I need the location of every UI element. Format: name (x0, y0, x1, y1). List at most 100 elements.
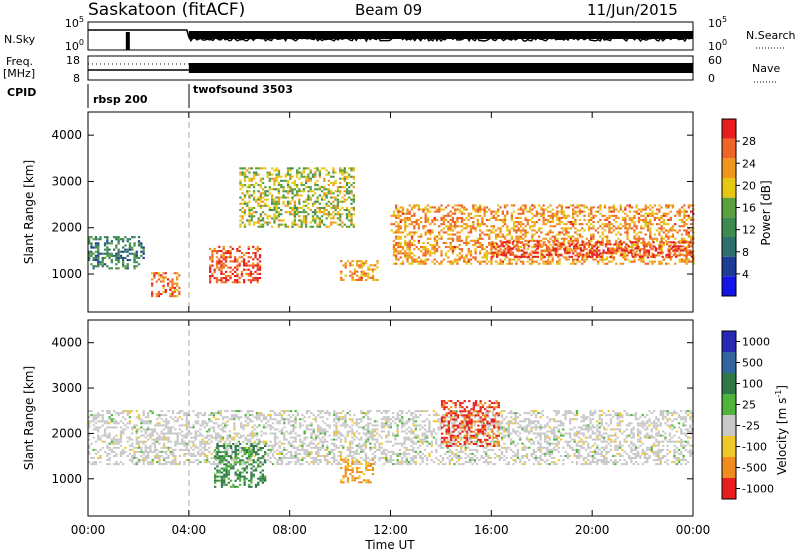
heatmap-cell (449, 223, 452, 226)
heatmap-cell (367, 274, 370, 277)
heatmap-cell (144, 446, 147, 449)
heatmap-cell (209, 266, 212, 269)
heatmap-cell (558, 218, 561, 221)
heatmap-cell (345, 217, 349, 220)
heatmap-cell (378, 410, 381, 413)
heatmap-cell (617, 243, 620, 246)
heatmap-cell (612, 210, 616, 213)
heatmap-cell (292, 426, 295, 429)
heatmap-cell (215, 279, 219, 282)
heatmap-cell (176, 434, 179, 437)
heatmap-cell (302, 219, 306, 222)
heatmap-cell (545, 253, 549, 256)
heatmap-cell (323, 188, 326, 191)
heatmap-cell (594, 258, 597, 261)
heatmap-cell (690, 218, 693, 221)
heatmap-cell (516, 255, 519, 258)
heatmap-cell (234, 275, 237, 278)
heatmap-cell (560, 208, 563, 211)
heatmap-cell (481, 246, 484, 249)
heatmap-cell (444, 246, 448, 249)
heatmap-cell (258, 272, 262, 275)
heatmap-cell (538, 227, 541, 230)
heatmap-cell (680, 237, 684, 240)
heatmap-cell (192, 436, 195, 439)
heatmap-cell (301, 444, 304, 447)
heatmap-cell (255, 434, 259, 437)
heatmap-cell (353, 414, 356, 417)
heatmap-cell (305, 444, 309, 447)
heatmap-cell (254, 256, 257, 259)
heatmap-cell (249, 434, 252, 437)
heatmap-cell (376, 266, 379, 269)
heatmap-cell (422, 208, 425, 211)
heatmap-cell (463, 208, 466, 211)
heatmap-cell (174, 442, 177, 445)
heatmap-cell (273, 181, 276, 184)
heatmap-cell (271, 198, 274, 201)
heatmap-cell (465, 223, 468, 226)
heatmap-cell (626, 227, 629, 230)
heatmap-cell (587, 214, 591, 217)
heatmap-cell (162, 463, 166, 466)
heatmap-cell (280, 459, 284, 462)
heatmap-cell (275, 204, 278, 207)
heatmap-cell (166, 284, 170, 287)
heatmap-cell (88, 461, 91, 464)
heatmap-cell (522, 237, 525, 240)
heatmap-cell (299, 463, 302, 466)
heatmap-cell (316, 169, 319, 172)
heatmap-cell (352, 223, 355, 226)
heatmap-cell (291, 198, 294, 201)
heatmap-cell (110, 418, 113, 421)
heatmap-cell (415, 221, 418, 224)
heatmap-cell (458, 208, 461, 211)
heatmap-cell (398, 420, 402, 423)
heatmap-cell (339, 457, 343, 459)
heatmap-cell (237, 450, 240, 453)
heatmap-cell (122, 463, 125, 466)
heatmap-cell (413, 231, 416, 234)
heatmap-cell (406, 208, 409, 211)
heatmap-cell (326, 412, 329, 415)
heatmap-cell (442, 241, 445, 244)
heatmap-cell (392, 416, 395, 419)
heatmap-cell (226, 448, 229, 451)
heatmap-cell (369, 442, 372, 445)
heatmap-cell (519, 231, 523, 234)
heatmap-cell (629, 241, 632, 244)
heatmap-cell (499, 250, 502, 253)
heatmap-cell (444, 218, 448, 221)
heatmap-cell (285, 457, 288, 459)
heatmap-cell (649, 246, 652, 249)
heatmap-cell (239, 184, 242, 187)
heatmap-cell (675, 245, 678, 248)
heatmap-cell (424, 214, 427, 217)
heatmap-cell (665, 235, 668, 238)
heatmap-cell (420, 235, 423, 238)
heatmap-cell (255, 414, 259, 417)
heatmap-cell (558, 216, 561, 219)
heatmap-cell (561, 243, 564, 246)
heatmap-cell (94, 254, 98, 257)
heatmap-cell (544, 233, 548, 236)
heatmap-cell (358, 278, 361, 281)
heatmap-cell (690, 229, 693, 232)
heatmap-cell (563, 251, 567, 254)
heatmap-cell (245, 268, 248, 271)
heatmap-cell (524, 208, 527, 211)
heatmap-cell (355, 422, 358, 425)
heatmap-cell (608, 227, 611, 230)
heatmap-cell (472, 216, 475, 219)
heatmap-cell (497, 233, 500, 236)
heatmap-cell (677, 241, 680, 244)
heatmap-cell (144, 422, 147, 425)
heatmap-cell (199, 412, 202, 415)
heatmap-cell (341, 171, 344, 174)
heatmap-cell (228, 440, 231, 443)
heatmap-cell (174, 461, 177, 464)
heatmap-cell (385, 434, 388, 437)
heatmap-cell (312, 428, 315, 431)
heatmap-cell (151, 278, 154, 281)
heatmap-cell (424, 254, 427, 257)
